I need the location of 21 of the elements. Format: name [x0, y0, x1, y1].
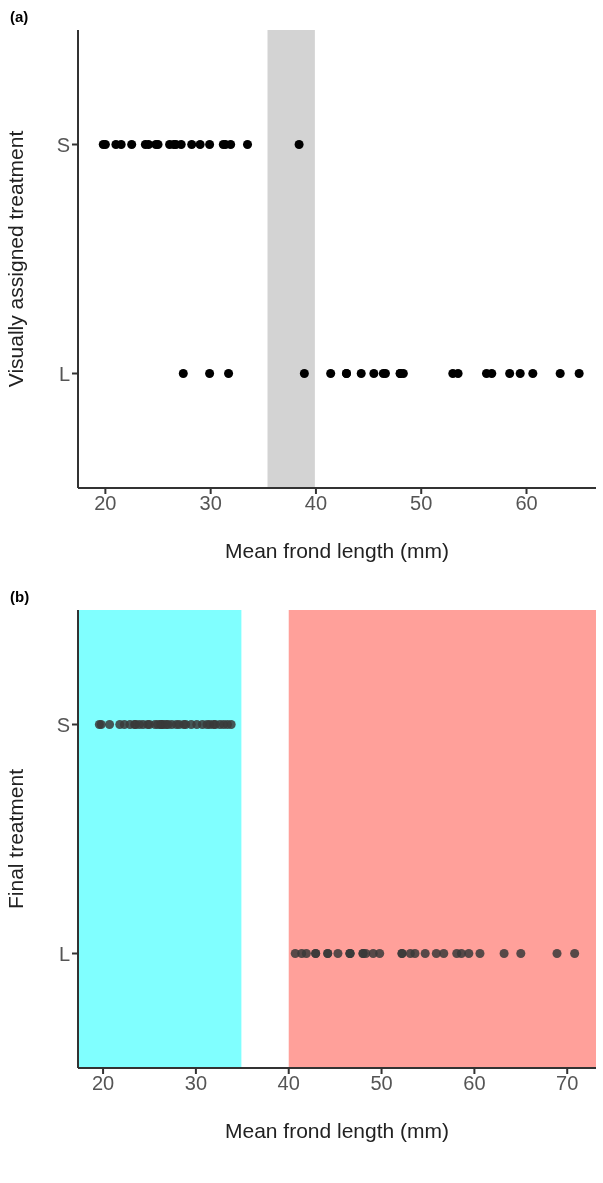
- x-tick-label: 60: [515, 492, 538, 515]
- chart-title: (b): [10, 588, 31, 606]
- x-tick-label: 30: [184, 1072, 208, 1095]
- x-tick-label: 70: [556, 1072, 579, 1095]
- y-axis-title: Visually assigned treatment: [4, 130, 28, 388]
- x-tick-label: 50: [370, 1072, 393, 1095]
- x-tick-label: 30: [199, 492, 222, 515]
- x-tick-label: 60: [463, 1072, 486, 1095]
- x-axis-title: Mean frond length (mm): [224, 1119, 450, 1142]
- y-tick-label: L: [58, 362, 70, 385]
- x-tick-label: 20: [94, 492, 117, 515]
- chart-title: (a): [10, 8, 30, 26]
- y-tick-label: L: [58, 942, 70, 965]
- x-tick-label: 40: [277, 1072, 300, 1095]
- y-tick-label: S: [56, 713, 70, 736]
- x-axis-title: Mean frond length (mm): [224, 539, 450, 562]
- x-tick-label: 50: [410, 492, 433, 515]
- y-axis-title: Final treatment: [4, 768, 28, 910]
- y-tick-label: S: [56, 133, 70, 156]
- x-tick-label: 40: [304, 492, 328, 515]
- x-tick-label: 20: [91, 1072, 115, 1095]
